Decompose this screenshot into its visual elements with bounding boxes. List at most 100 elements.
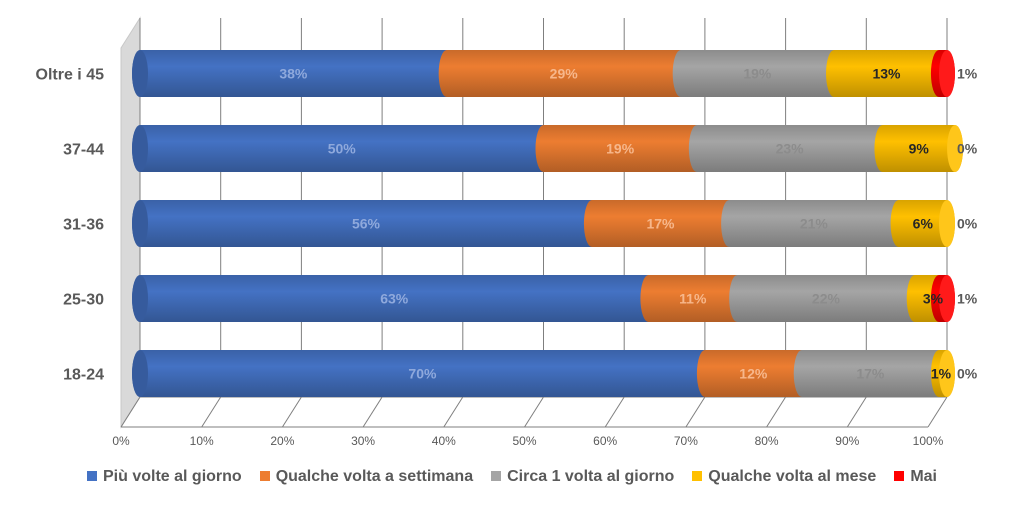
legend-swatch: [491, 470, 502, 481]
legend: Più volte al giorno Qualche volta a setti…: [0, 468, 1024, 486]
legend-label: Qualche volta al mese: [708, 468, 877, 485]
data-label: 0%: [957, 366, 978, 382]
bar-segment: [793, 350, 947, 397]
bar: [826, 50, 947, 97]
data-label: 3%: [923, 291, 944, 307]
data-label: 0%: [957, 216, 978, 232]
legend-swatch: [259, 470, 270, 481]
data-label: 50%: [328, 141, 357, 157]
floor-gridline: [685, 396, 706, 428]
bar-end-cap: [939, 200, 955, 247]
bar: [583, 200, 738, 247]
tick-label: 100%: [913, 434, 944, 448]
floor-gridline: [120, 396, 141, 428]
data-label: 6%: [913, 216, 934, 232]
bar: [132, 350, 713, 397]
data-label: 1%: [931, 366, 952, 382]
bar: [438, 50, 689, 97]
data-label: 38%: [279, 66, 308, 82]
bar: [132, 125, 552, 172]
floor-gridline: [443, 396, 464, 428]
legend-label: Circa 1 volta al giorno: [507, 468, 675, 485]
floor-gridline: [927, 396, 948, 428]
bar-end-cap: [939, 350, 955, 397]
legend-label: Mai: [910, 468, 937, 485]
data-label: 11%: [679, 291, 707, 307]
data-label: 70%: [408, 366, 437, 382]
tick-label: 10%: [190, 434, 214, 448]
tick-label: 40%: [432, 434, 456, 448]
data-label: 23%: [776, 141, 805, 157]
data-label: 17%: [646, 216, 675, 232]
bar-segment: [890, 200, 955, 247]
bar-segment: [132, 50, 455, 97]
bar-segment: [583, 200, 738, 247]
bars: 38% 29% 19% 13% 1% 50% 19% 23% 9% 0% 56% 17% 21% 6% 0%…: [132, 50, 978, 397]
bar-segment: [729, 275, 923, 322]
bar: [132, 50, 455, 97]
bar-segment: [696, 350, 810, 397]
data-label: 21%: [800, 216, 829, 232]
floor-gridline: [846, 396, 867, 428]
bar-segment: [688, 125, 891, 172]
floor-gridline: [201, 396, 222, 428]
floor-gridline: [766, 396, 787, 428]
floor-gridline: [524, 396, 544, 428]
legend-swatch: [87, 470, 97, 481]
legend-item: Più volte al giorno: [87, 468, 242, 486]
bar-cap: [132, 350, 148, 397]
bar: [721, 200, 907, 247]
bar-segment: [132, 200, 600, 247]
bar: [696, 350, 810, 397]
legend-item: Circa 1 volta al giorno: [491, 468, 674, 486]
data-label: 1%: [957, 291, 978, 307]
tick-label: 20%: [270, 434, 294, 448]
data-label: 9%: [909, 141, 930, 157]
bar: [132, 275, 657, 322]
bar-segment: [672, 50, 843, 97]
category-label: 25-30: [63, 292, 104, 309]
category-labels: Oltre i 45 37-44 31-36 25-30 18-24: [36, 67, 105, 384]
bar-segment: [132, 350, 713, 397]
bar-segment: [132, 275, 657, 322]
bar-end-cap: [939, 275, 955, 322]
bar-cap: [132, 125, 148, 172]
legend-item: Qualche volta al mese: [692, 468, 876, 486]
bar-segment: [438, 50, 689, 97]
data-label: 1%: [957, 66, 978, 82]
legend-item: Qualche volta a settimana: [259, 468, 474, 486]
data-label: 0%: [957, 141, 978, 157]
floor-gridline: [281, 396, 302, 428]
floor-gridline: [604, 396, 625, 428]
data-label: 22%: [812, 291, 841, 307]
tick-label: 30%: [351, 434, 375, 448]
bar-end-cap: [939, 50, 955, 97]
legend-label: Più volte al giorno: [103, 468, 242, 485]
bar-cap: [132, 50, 148, 97]
legend-swatch: [692, 470, 703, 481]
bar: [672, 50, 843, 97]
data-label: 19%: [743, 66, 772, 82]
tick-label: 0%: [112, 434, 130, 448]
category-label: 37-44: [63, 142, 104, 159]
bar-segment: [132, 125, 552, 172]
bar: [640, 275, 746, 322]
bar: [688, 125, 891, 172]
bar-cap: [132, 275, 148, 322]
bar-segment: [826, 50, 947, 97]
bar-segment: [535, 125, 705, 172]
category-label: 31-36: [63, 217, 104, 234]
data-label: 12%: [739, 366, 768, 382]
tick-label: 60%: [593, 434, 617, 448]
bar: [890, 200, 955, 247]
data-label: 19%: [606, 141, 635, 157]
tick-labels: 0% 10% 20% 30% 40% 50% 60% 70% 80% 90% 100%: [112, 434, 943, 448]
data-label: 13%: [872, 66, 901, 82]
bar: [874, 125, 964, 172]
category-label: 18-24: [63, 367, 104, 384]
legend-label: Qualche volta a settimana: [275, 468, 474, 485]
bar: [535, 125, 705, 172]
tick-label: 90%: [835, 434, 859, 448]
category-label: Oltre i 45: [36, 67, 105, 84]
